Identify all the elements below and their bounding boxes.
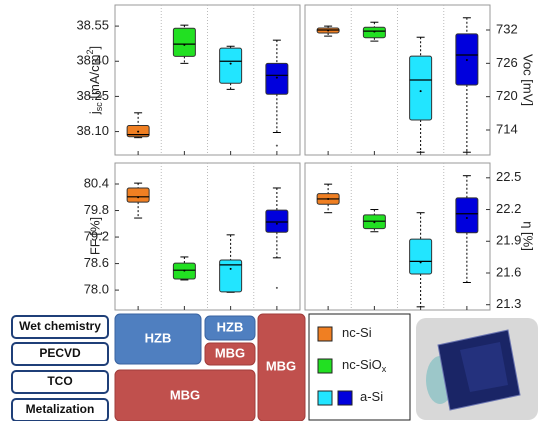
plot-frame (305, 163, 490, 310)
process-steps: Wet chemistry PECVD TCO Metalization (12, 316, 108, 421)
plot-frame (115, 163, 300, 310)
mean (420, 90, 422, 92)
y-tick-label: 78.6 (84, 255, 109, 270)
legend-swatch (318, 359, 332, 373)
box (456, 198, 478, 233)
box (127, 188, 149, 202)
y-axis-label: Voc [mV] (521, 54, 536, 106)
step-label: Metalization (26, 402, 95, 416)
mean (373, 221, 375, 223)
mean (373, 31, 375, 33)
mean (420, 261, 422, 263)
box (266, 63, 288, 94)
label-part: ] (87, 46, 102, 50)
y-tick-label: 79.2 (84, 228, 109, 243)
y-tick-label: 714 (496, 121, 518, 136)
y-tick-label: 22.5 (496, 169, 521, 184)
mean (466, 217, 468, 219)
y-tick-label: 720 (496, 88, 518, 103)
y-axis-label: η [%] (521, 221, 536, 251)
mean (276, 223, 278, 225)
y-tick-label: 38.55 (76, 18, 109, 33)
y-tick-label: 21.3 (496, 296, 521, 311)
legend-label: nc-SiOx (342, 357, 387, 374)
legend-name: nc-Si (342, 325, 372, 340)
legend-sub: x (382, 364, 387, 374)
box (220, 48, 242, 83)
process-blocks: HZB HZB MBG MBG MBG (115, 314, 305, 421)
y-tick-label: 21.9 (496, 233, 521, 248)
box (410, 239, 432, 274)
photo (416, 318, 538, 420)
legend-name: nc-SiO (342, 357, 382, 372)
y-tick-label: 38.10 (76, 123, 109, 138)
block-label: MBG (170, 387, 200, 402)
mean (327, 198, 329, 200)
outlier (276, 145, 278, 147)
y-tick-label: 79.8 (84, 202, 109, 217)
step-label: Wet chemistry (19, 319, 101, 333)
legend-swatch (318, 391, 332, 405)
box (410, 56, 432, 120)
y-tick-label: 21.6 (496, 264, 521, 279)
outlier (276, 287, 278, 289)
mean (183, 270, 185, 272)
figure: jsc [mA/cm2] Voc [mV] FF [%] η [%] Wet c… (0, 0, 542, 421)
mean (230, 63, 232, 65)
legend-label: nc-Si (342, 325, 372, 340)
step-label: TCO (47, 374, 72, 388)
block-label: HZB (217, 319, 244, 334)
box (266, 210, 288, 232)
mean (137, 131, 139, 133)
block-label: HZB (145, 330, 172, 345)
step-label: PECVD (39, 346, 81, 360)
mean (137, 196, 139, 198)
y-tick-label: 726 (496, 55, 518, 70)
mean (466, 59, 468, 61)
mean (183, 44, 185, 46)
legend-name: a-Si (360, 389, 383, 404)
block-label: MBG (266, 358, 296, 373)
mean (276, 77, 278, 79)
mean (327, 30, 329, 32)
y-tick-label: 38.25 (76, 88, 109, 103)
legend-swatch (318, 327, 332, 341)
y-tick-label: 38.40 (76, 53, 109, 68)
box (173, 28, 195, 56)
y-tick-label: 80.4 (84, 175, 109, 190)
legend-label: a-Si (360, 389, 383, 404)
y-tick-label: 732 (496, 21, 518, 36)
mean (230, 268, 232, 270)
y-tick-label: 78.0 (84, 282, 109, 297)
y-tick-label: 22.2 (496, 201, 521, 216)
block-label: MBG (215, 345, 245, 360)
legend-swatch (338, 391, 352, 405)
